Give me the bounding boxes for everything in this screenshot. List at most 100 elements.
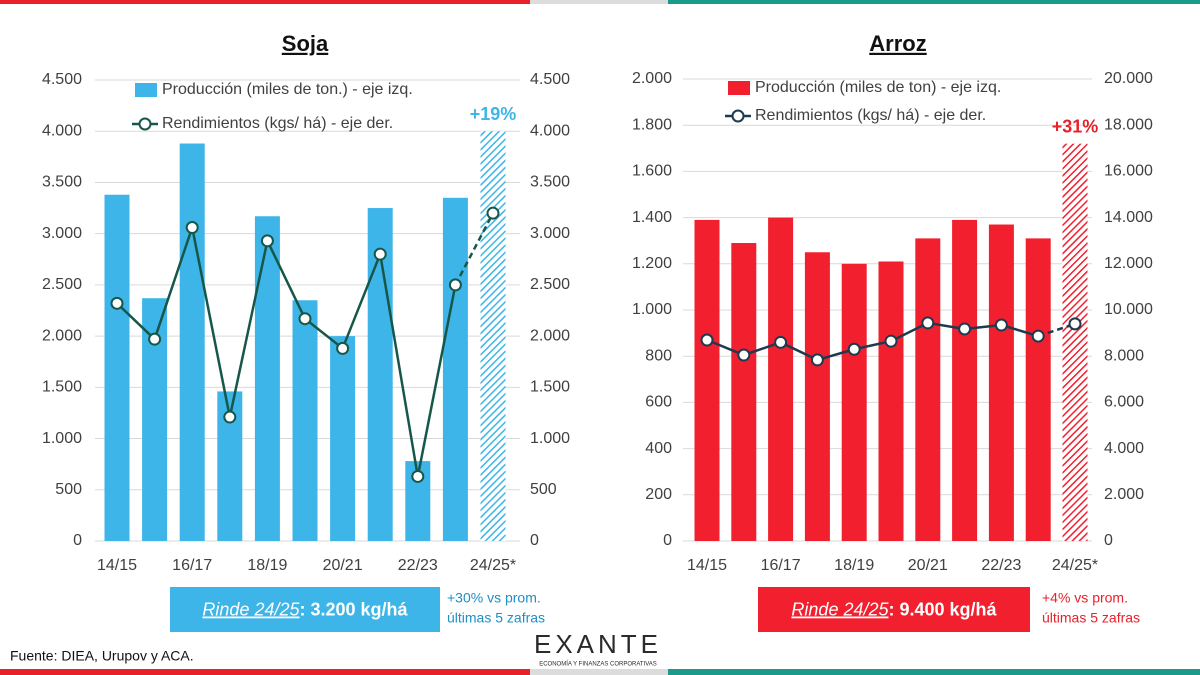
footer: Fuente: DIEA, Urupov y ACA. [10,648,194,664]
marker [110,296,124,310]
y-tick-label: 400 [645,440,672,457]
x-tick-label: 20/21 [908,557,948,574]
y2-tick-label: 2.000 [530,327,570,344]
bar [952,219,978,541]
y-tick-label: 1.200 [632,255,672,272]
y2-tick-label: 4.000 [1104,440,1144,457]
bar [988,224,1014,541]
marker [994,318,1008,332]
bottom-band [530,669,668,675]
x-tick-label: 18/19 [834,557,874,574]
marker [260,234,274,248]
legend-swatch [728,81,750,95]
legend-label: Producción (miles de ton) - eje izq. [755,79,1001,96]
bar [915,238,941,541]
note: +4% vs prom. [1042,590,1128,606]
y-tick-label: 1.800 [632,116,672,133]
rinde-text: Rinde 24/25: 3.200 kg/há [202,599,408,619]
legend-label: Rendimientos (kgs/ há) - eje der. [755,107,986,124]
y-tick-label: 0 [73,532,82,549]
marker [336,341,350,355]
x-tick-label: 14/15 [97,557,137,574]
y2-tick-label: 500 [530,481,557,498]
bar [330,336,356,541]
marker [223,410,237,424]
bar [841,263,867,541]
marker [810,353,824,367]
y2-tick-label: 4.000 [530,122,570,139]
y-tick-label: 1.000 [632,301,672,318]
y2-tick-label: 3.500 [530,174,570,191]
x-tick-label: 22/23 [981,557,1021,574]
bar [254,216,280,542]
annotation: +31% [1052,116,1099,136]
marker [298,312,312,326]
line [116,222,457,477]
marker [185,221,199,235]
line-projected [454,212,495,286]
y2-tick-label: 4.500 [530,71,570,88]
y2-tick-label: 12.000 [1104,255,1153,272]
y-tick-label: 200 [645,486,672,503]
y-tick-label: 2.000 [42,327,82,344]
x-tick-label: 22/23 [398,557,438,574]
marker [1068,317,1082,331]
rinde-value: : 9.400 kg/há [889,599,998,619]
y2-tick-label: 0 [1104,532,1113,549]
marker [884,334,898,348]
line [706,321,1039,362]
chart-title: Soja [282,31,329,56]
marker [148,332,162,346]
y2-tick-label: 2.000 [1104,486,1144,503]
bar [1062,143,1088,541]
legend-swatch [135,83,157,97]
marker [847,342,861,356]
y2-tick-label: 8.000 [1104,347,1144,364]
y2-tick-label: 6.000 [1104,394,1144,411]
rinde-text: Rinde 24/25: 9.400 kg/há [791,599,997,619]
y2-tick-label: 18.000 [1104,116,1153,133]
y2-tick-label: 2.500 [530,276,570,293]
top-band [530,0,668,4]
bar [292,300,318,541]
y2-tick-label: 1.500 [530,379,570,396]
y2-tick-label: 0 [530,532,539,549]
marker [774,335,788,349]
y-tick-label: 800 [645,347,672,364]
bar [804,252,830,541]
x-tick-label: 14/15 [687,557,727,574]
x-tick-label: 16/17 [761,557,801,574]
bar [731,243,757,541]
y-tick-label: 1.600 [632,163,672,180]
bar [179,143,205,541]
y-tick-label: 1.400 [632,209,672,226]
note: últimas 5 zafras [1042,610,1140,626]
marker [921,316,935,330]
x-tick-label: 18/19 [247,557,287,574]
top-band [0,0,530,4]
chart-title: Arroz [869,31,926,56]
legend-marker [731,109,745,123]
bar [367,208,393,542]
logo: EXANTE [534,629,662,659]
bar [442,197,468,542]
y-tick-label: 600 [645,394,672,411]
bottom-band [668,669,1200,675]
marker [700,333,714,347]
y-tick-label: 2.000 [632,70,672,87]
y2-tick-label: 10.000 [1104,301,1153,318]
bar [694,219,720,541]
y-tick-label: 4.500 [42,71,82,88]
logo-tagline: ECONOMÍA Y FINANZAS CORPORATIVAS [539,661,657,668]
y2-tick-label: 20.000 [1104,70,1153,87]
bar [878,261,904,541]
rinde-box [170,587,440,632]
y2-tick-label: 16.000 [1104,163,1153,180]
y-tick-label: 4.000 [42,122,82,139]
rinde-box [758,587,1030,632]
rinde-value: : 3.200 kg/há [300,599,409,619]
legend-label: Rendimientos (kgs/ há) - eje der. [162,115,393,132]
bar [480,131,506,541]
marker [373,247,387,261]
